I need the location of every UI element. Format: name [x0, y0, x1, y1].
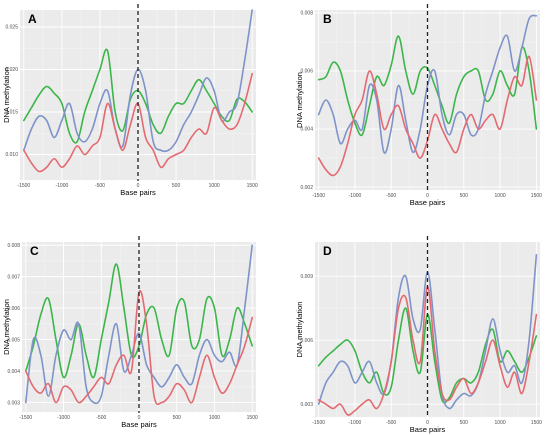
x-tick-label: 0	[426, 193, 429, 199]
y-tick-labels: 0.003 0.006 0.009	[300, 274, 313, 408]
x-tick-label: -1000	[349, 420, 362, 426]
x-tick-label: 0	[426, 420, 429, 426]
gridlines	[315, 242, 540, 417]
x-tick-labels: -1500 -1000 -500 0 500 1000 1500	[312, 420, 542, 426]
panel-label: B	[323, 12, 332, 26]
y-axis-title: DNA methylation	[295, 302, 304, 358]
y-tick-label: 0.004	[7, 369, 20, 375]
y-tick-label: 0.007	[7, 274, 20, 280]
series-line-2	[317, 14, 538, 154]
y-tick-label: 0.006	[300, 338, 313, 344]
x-tick-label: 1000	[495, 420, 506, 426]
x-tick-label: 0	[138, 415, 141, 421]
y-tick-label: 0.010	[5, 152, 18, 158]
x-tick-label: 1000	[209, 183, 220, 189]
y-tick-label: 0.008	[7, 243, 20, 249]
panel-label: C	[30, 244, 39, 258]
x-tick-label: 0	[137, 183, 140, 189]
x-tick-labels: -1500 -1000 -500 0 500 1000 1500	[17, 183, 258, 189]
x-tick-label: 500	[173, 415, 182, 421]
y-axis-title: DNA methylation	[2, 67, 11, 123]
series-line-2	[24, 244, 254, 405]
gridlines	[20, 10, 256, 180]
x-tick-label: -500	[96, 415, 106, 421]
x-tick-label: 500	[172, 183, 181, 189]
panel-a: -1500 -1000 -500 0 500 1000 1500 0.0100.0150.0…	[2, 4, 258, 197]
x-tick-label: 1500	[531, 420, 542, 426]
x-axis-title: Base pairs	[120, 188, 156, 197]
y-tick-label: 0.006	[300, 69, 313, 75]
y-tick-label: 0.004	[300, 127, 313, 133]
panel-label: D	[323, 244, 332, 258]
y-tick-labels: 0.003 0.004 0.005 0.006 0.007 0.008	[7, 243, 20, 406]
y-tick-label: 0.006	[7, 306, 20, 312]
y-axis-title: DNA methylation	[2, 299, 11, 355]
x-tick-label: 500	[460, 193, 469, 199]
series-line-1	[24, 263, 254, 379]
x-tick-label: -1500	[312, 420, 325, 426]
y-axis-title: DNA methylation	[295, 72, 304, 128]
x-tick-label: 1500	[247, 415, 258, 421]
y-tick-labels: 0.002 0.004 0.006 0.008	[300, 11, 313, 191]
x-tick-label: 1500	[247, 183, 258, 189]
x-tick-label: -500	[95, 183, 105, 189]
y-tick-label: 0.005	[7, 337, 20, 343]
x-axis-title: Base pairs	[121, 420, 157, 429]
panel-d: -1500 -1000 -500 0 500 1000 1500 0.0030.0060.0…	[295, 236, 542, 434]
x-tick-label: 1000	[495, 193, 506, 199]
panel-label: A	[28, 12, 37, 26]
y-tick-label: 0.002	[300, 185, 313, 191]
y-tick-label: 0.020	[5, 67, 18, 73]
x-tick-label: -1000	[57, 415, 70, 421]
panel-c: -1500 -1000 -500 0 500 1000 1500 0.0030.0040.0…	[2, 236, 258, 429]
x-tick-label: -1000	[55, 183, 68, 189]
x-tick-label: -1500	[17, 183, 30, 189]
y-tick-labels: 0.010 0.015 0.020 0.025	[5, 25, 18, 158]
panel-b: -1500 -1000 -500 0 500 1000 1500 0.0020.0040.0…	[295, 4, 542, 207]
gridlines	[315, 10, 540, 190]
y-tick-label: 0.003	[7, 400, 20, 406]
x-tick-label: 1500	[531, 193, 542, 199]
x-tick-label: -1500	[312, 193, 325, 199]
x-tick-label: 500	[460, 420, 469, 426]
y-tick-label: 0.015	[5, 110, 18, 116]
y-tick-label: 0.009	[300, 274, 313, 280]
x-tick-label: -1000	[349, 193, 362, 199]
x-axis-title: Base pairs	[410, 425, 446, 434]
y-tick-label: 0.008	[300, 11, 313, 17]
x-tick-labels: -1500 -1000 -500 0 500 1000 1500	[19, 415, 258, 421]
y-tick-label: 0.003	[300, 402, 313, 408]
y-tick-label: 0.025	[5, 25, 18, 31]
x-tick-label: -1500	[19, 415, 32, 421]
x-axis-title: Base pairs	[410, 198, 446, 207]
x-tick-label: -500	[386, 420, 396, 426]
x-tick-label: -500	[386, 193, 396, 199]
x-tick-label: 1000	[209, 415, 220, 421]
x-tick-labels: -1500 -1000 -500 0 500 1000 1500	[312, 193, 542, 199]
